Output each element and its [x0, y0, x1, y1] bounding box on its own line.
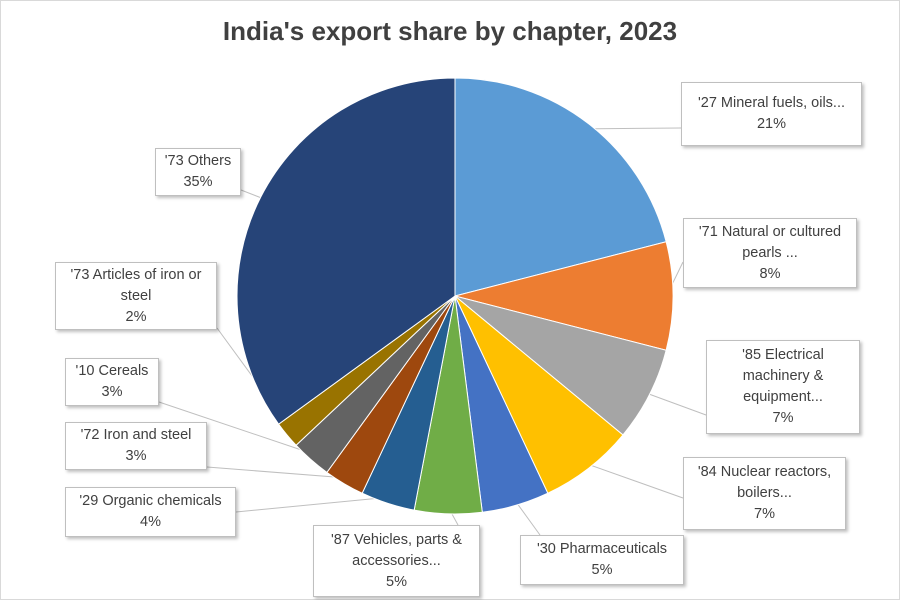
slice-percent-label: 3% [125, 448, 147, 464]
leader-line [643, 391, 707, 416]
slice-data-label: '29 Organic chemicals 4% [65, 487, 236, 537]
slice-percent-label: 21% [756, 116, 787, 132]
leader-line [158, 401, 316, 456]
leader-line [584, 127, 682, 130]
slice-data-label: '84 Nuclear reactors, boilers... 7% [683, 457, 846, 530]
slice-category-label: '87 Vehicles, parts & accessories... [331, 531, 462, 569]
slice-category-label: '27 Mineral fuels, oils... [697, 95, 846, 111]
pie-slice [454, 77, 667, 297]
slice-data-label: '71 Natural or cultured pearls ... 8% [683, 218, 857, 288]
slice-data-label: '85 Electrical machinery & equipment... 7% [706, 340, 860, 434]
slice-category-label: '10 Cereals [75, 363, 149, 379]
pie-slice [454, 241, 674, 351]
slice-percent-label: 7% [772, 410, 794, 426]
slice-percent-label: 8% [759, 265, 781, 282]
slice-data-label: '73 Others 35% [155, 148, 241, 196]
slice-data-label: '72 Iron and steel 3% [65, 422, 207, 470]
slice-percent-label: 35% [183, 174, 213, 190]
slice-category-label: '85 Electrical machinery & equipment... [742, 347, 824, 405]
slice-category-label: '71 Natural or cultured pearls ... [698, 223, 842, 261]
slice-percent-label: 3% [101, 384, 123, 400]
slice-data-label: '30 Pharmaceuticals 5% [520, 535, 684, 585]
leader-line [206, 466, 348, 479]
slice-percent-label: 5% [386, 573, 407, 590]
slice-category-label: '73 Others [164, 153, 232, 169]
slice-percent-label: 7% [754, 506, 775, 522]
slice-category-label: '84 Nuclear reactors, boilers... [697, 464, 832, 501]
slice-category-label: '30 Pharmaceuticals [536, 541, 668, 557]
slice-category-label: '29 Organic chemicals [79, 493, 222, 509]
pie-slice [236, 77, 456, 425]
slice-percent-label: 4% [140, 514, 161, 530]
leader-line [235, 496, 390, 513]
slice-data-label: '73 Articles of iron or steel 2% [55, 262, 217, 330]
slice-category-label: '72 Iron and steel [80, 427, 192, 443]
slice-data-label: '10 Cereals 3% [65, 358, 159, 406]
slice-percent-label: 5% [591, 562, 613, 578]
slice-category-label: '73 Articles of iron or steel [70, 266, 202, 304]
slice-data-label: '87 Vehicles, parts & accessories... 5% [313, 525, 480, 597]
slice-data-label: '27 Mineral fuels, oils... 21% [681, 82, 862, 146]
chart-title: India's export share by chapter, 2023 [222, 16, 678, 46]
leader-line [584, 462, 684, 499]
slice-percent-label: 2% [125, 308, 147, 325]
